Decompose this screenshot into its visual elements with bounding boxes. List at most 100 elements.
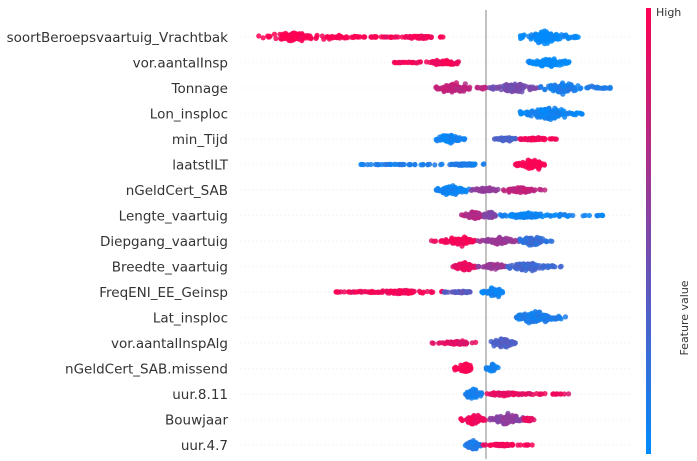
shap-point [540,263,546,269]
shap-point [544,317,551,323]
shap-point [409,60,415,66]
shap-point [534,110,540,116]
shap-point [575,34,581,40]
shap-point [560,83,567,89]
shap-point [429,340,435,346]
shap-point [481,212,487,218]
shap-point [497,136,503,142]
shap-point [541,31,547,37]
shap-point [369,288,375,294]
shap-point [286,36,292,42]
shap-point [488,338,494,345]
shap-point [542,41,548,47]
shap-point [507,391,513,397]
shap-point [516,160,522,166]
shap-point [450,161,456,168]
shap-point [558,391,564,397]
shap-point [464,417,470,423]
shap-point [436,340,442,346]
shap-point [475,211,481,217]
shap-point [527,391,534,397]
shap-point [405,290,411,296]
shap-point [586,212,593,219]
shap-point [480,290,486,296]
shap-point [505,442,512,448]
shap-point [462,86,469,92]
shap-point [469,389,475,395]
shap-point [599,212,605,218]
shap-point [540,107,546,113]
shap-point [555,36,561,42]
colorbar-title: Feature value [678,280,691,355]
shap-point [547,136,553,142]
shap-point [537,391,543,397]
feature-label: min_Tijd [172,132,228,148]
shap-point [436,188,442,194]
shap-point [561,212,567,218]
shap-point [516,316,522,322]
feature-label: vor.aantalInsp [133,56,228,72]
shap-point [314,34,320,40]
feature-label: Breedte_vaartuig [112,260,228,276]
shap-point [470,238,476,244]
shap-point [494,417,501,423]
shap-point [440,238,446,244]
shap-point [358,161,364,168]
shap-point [498,288,504,294]
shap-point [476,85,482,91]
shap-point [467,443,473,449]
shap-point [467,289,473,295]
shap-point [428,238,435,244]
shap-point [522,442,528,448]
shap-point [547,213,554,219]
shap-point [458,237,464,243]
shap-point [352,33,358,40]
shap-point [464,393,470,399]
shap-point [260,35,266,41]
shap-point [471,212,477,218]
shap-point [456,84,463,90]
shap-point [510,186,516,192]
shap-point [463,264,469,270]
shap-point [464,368,470,374]
shap-point [528,214,535,220]
shap-point [537,62,543,68]
shap-point [419,290,426,296]
shap-point [432,162,438,168]
shap-point [481,161,487,167]
shap-point [497,340,503,346]
shap-point [488,85,494,91]
shap-point [484,187,490,193]
shap-point [459,289,465,295]
shap-point [394,289,400,295]
shap-point [473,339,479,345]
shap-point [536,240,542,246]
shap-point [542,187,548,193]
shap-point [341,289,347,295]
shap-point [336,33,342,39]
shap-point [443,135,449,141]
shap-point [530,315,537,321]
shap-point [542,86,548,92]
shap-point [420,161,426,167]
shap-point [443,238,450,244]
shap-point [457,341,463,347]
shap-point [536,135,542,141]
shap-point [528,186,535,192]
shap-point [523,235,529,242]
shap-point [399,34,405,40]
shap-point [486,238,492,244]
shap-point [423,59,430,65]
feature-label: uur.8.11 [172,387,228,403]
shap-point [585,85,591,91]
shap-point [489,187,495,193]
shap-point [537,316,543,322]
shap-point [496,235,502,241]
shap-point [544,107,550,113]
shap-point [398,161,404,168]
shap-point [417,59,424,65]
feature-label: nGeldCert_SAB.missend [65,362,228,378]
shap-point [472,418,478,424]
shap-point [495,365,501,371]
